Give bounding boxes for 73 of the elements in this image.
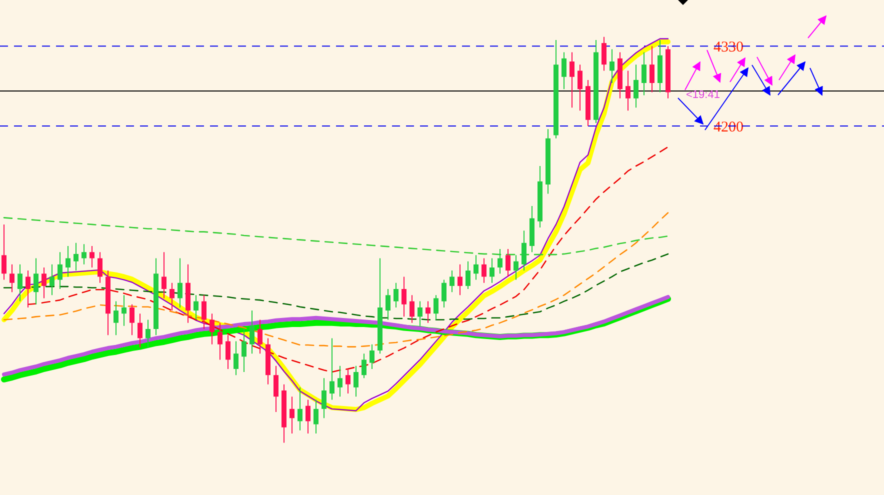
candlestick: [386, 288, 390, 320]
candlestick: [570, 52, 574, 108]
candlestick: [58, 252, 62, 290]
candlestick: [338, 365, 342, 398]
candlestick: [482, 258, 486, 284]
candlestick: [330, 338, 334, 400]
candlestick: [178, 258, 182, 308]
candlestick: [82, 244, 86, 265]
candlestick: [210, 313, 214, 345]
candlestick: [2, 224, 6, 280]
candlestick: [234, 340, 238, 376]
candlestick: [522, 230, 526, 272]
candlestick: [66, 245, 70, 278]
candlestick: [362, 353, 366, 379]
candlestick: [170, 282, 174, 312]
candlestick: [354, 365, 358, 398]
candlestick: [466, 260, 470, 290]
candlestick: [90, 245, 94, 268]
candlestick: [226, 334, 230, 370]
candlestick: [562, 52, 566, 90]
candlestick: [34, 258, 38, 305]
candlestick: [634, 64, 638, 108]
candlestick: [258, 319, 262, 354]
candlestick: [290, 396, 294, 434]
candlestick: [10, 264, 14, 293]
candlestick: [426, 300, 430, 324]
candlestick: [322, 378, 326, 419]
candlestick: [642, 52, 646, 96]
candlestick: [218, 322, 222, 360]
y-tick-label: 4330: [714, 40, 744, 56]
candlestick: [50, 264, 54, 296]
candlestick: [26, 270, 30, 308]
candlestick: [306, 399, 310, 434]
line-series: [3, 212, 669, 348]
candlestick: [138, 313, 142, 348]
candlestick: [610, 48, 614, 84]
candlestick: [474, 254, 478, 280]
candlestick: [498, 248, 502, 274]
candlestick: [578, 64, 582, 112]
candlestick: [418, 300, 422, 326]
candlestick: [370, 344, 374, 370]
candlestick: [506, 248, 510, 278]
candlestick: [434, 294, 438, 320]
candlestick: [122, 294, 126, 326]
text: <19:41: [686, 89, 720, 101]
candlestick: [162, 252, 166, 299]
candlestick: [410, 294, 414, 324]
candlestick: [314, 399, 318, 434]
candlestick: [490, 258, 494, 284]
candlestick: [98, 252, 102, 284]
candlestick: [602, 36, 606, 72]
candlestick: [274, 365, 278, 412]
candlestick: [194, 294, 198, 320]
candlestick: [626, 70, 630, 112]
candlestick: [130, 304, 134, 336]
candlestick: [42, 266, 46, 299]
candlestick: [202, 294, 206, 330]
candlestick: [114, 300, 118, 336]
candlestick: [650, 46, 654, 93]
candlestick: [442, 279, 446, 308]
candlestick: [250, 310, 254, 354]
candlestick: [146, 319, 150, 348]
candlestick: [394, 282, 398, 308]
candlestick: [514, 254, 518, 280]
candlestick: [346, 368, 350, 394]
line-series: [3, 253, 669, 320]
candlestick: [242, 328, 246, 373]
candlestick: [74, 242, 78, 272]
candlestick: [458, 264, 462, 296]
candlestick: [402, 276, 406, 318]
candlestick: [450, 270, 454, 293]
candlestick: [18, 264, 22, 302]
candlestick: [298, 386, 302, 431]
